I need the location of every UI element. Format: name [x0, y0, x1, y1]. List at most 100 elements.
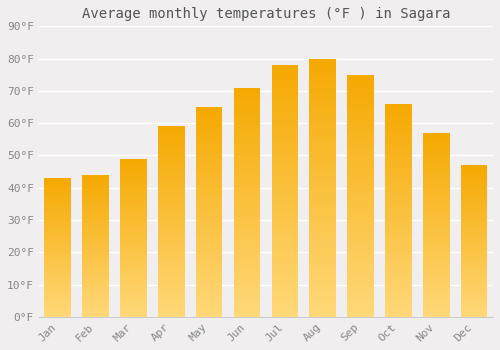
Bar [461, 309, 487, 311]
Bar [272, 106, 298, 109]
Bar [82, 301, 109, 303]
Bar [348, 190, 374, 193]
Bar [44, 293, 71, 294]
Bar [348, 111, 374, 114]
Bar [272, 119, 298, 122]
Bar [348, 262, 374, 265]
Bar [423, 156, 450, 158]
Bar [44, 291, 71, 293]
Bar [120, 204, 146, 206]
Bar [310, 291, 336, 294]
Bar [44, 304, 71, 306]
Bar [385, 104, 411, 106]
Bar [234, 297, 260, 300]
Bar [44, 242, 71, 244]
Bar [196, 222, 222, 225]
Bar [234, 314, 260, 317]
Bar [158, 272, 184, 274]
Bar [82, 224, 109, 226]
Bar [423, 287, 450, 289]
Bar [234, 225, 260, 228]
Bar [385, 170, 411, 173]
Bar [234, 228, 260, 231]
Bar [234, 285, 260, 288]
Bar [385, 250, 411, 253]
Bar [82, 315, 109, 317]
Bar [272, 131, 298, 134]
Bar [44, 306, 71, 308]
Bar [196, 314, 222, 317]
Bar [348, 299, 374, 302]
Bar [120, 173, 146, 174]
Bar [461, 306, 487, 307]
Bar [385, 106, 411, 109]
Bar [272, 65, 298, 68]
Bar [234, 262, 260, 265]
Bar [423, 255, 450, 257]
Bar [234, 99, 260, 102]
Bar [44, 178, 71, 180]
Bar [82, 210, 109, 212]
Bar [44, 298, 71, 300]
Bar [44, 312, 71, 313]
Bar [44, 216, 71, 218]
Bar [385, 229, 411, 232]
Bar [385, 162, 411, 165]
Bar [385, 218, 411, 221]
Bar [310, 307, 336, 310]
Bar [44, 226, 71, 228]
Bar [82, 198, 109, 199]
Bar [310, 204, 336, 207]
Bar [158, 298, 184, 300]
Bar [310, 107, 336, 110]
Bar [158, 207, 184, 210]
Bar [272, 172, 298, 175]
Bar [234, 245, 260, 248]
Bar [120, 259, 146, 261]
Bar [423, 167, 450, 170]
Bar [385, 109, 411, 112]
Bar [158, 203, 184, 205]
Bar [158, 162, 184, 164]
Bar [310, 217, 336, 220]
Bar [348, 284, 374, 287]
Bar [196, 293, 222, 296]
Bar [310, 120, 336, 123]
Bar [272, 109, 298, 112]
Bar [120, 240, 146, 242]
Bar [82, 244, 109, 246]
Bar [158, 183, 184, 186]
Bar [272, 263, 298, 266]
Bar [461, 207, 487, 209]
Bar [423, 243, 450, 245]
Bar [120, 198, 146, 200]
Bar [158, 238, 184, 240]
Bar [310, 81, 336, 84]
Bar [423, 165, 450, 167]
Bar [385, 122, 411, 125]
Bar [348, 274, 374, 278]
Bar [423, 308, 450, 310]
Bar [82, 253, 109, 255]
Bar [348, 311, 374, 314]
Bar [234, 282, 260, 285]
Bar [461, 205, 487, 207]
Bar [310, 68, 336, 71]
Bar [348, 168, 374, 172]
Bar [310, 88, 336, 91]
Bar [310, 265, 336, 268]
Bar [196, 125, 222, 128]
Bar [120, 246, 146, 247]
Bar [234, 168, 260, 171]
Bar [385, 239, 411, 242]
Bar [310, 184, 336, 188]
Bar [234, 148, 260, 150]
Bar [82, 262, 109, 264]
Bar [461, 302, 487, 303]
Bar [158, 145, 184, 148]
Bar [423, 266, 450, 268]
Bar [348, 247, 374, 250]
Bar [82, 265, 109, 267]
Bar [234, 131, 260, 133]
Bar [310, 207, 336, 210]
